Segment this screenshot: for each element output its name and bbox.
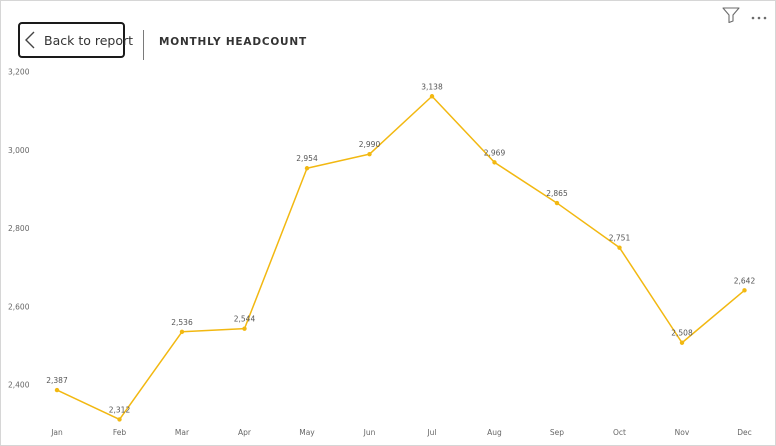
x-tick-label: Nov	[675, 428, 690, 437]
x-tick-label: May	[299, 428, 315, 437]
y-tick-label: 2,400	[8, 381, 30, 390]
data-point	[179, 329, 185, 334]
data-label: 2,544	[234, 315, 256, 324]
x-tick-label: Feb	[113, 428, 127, 437]
page-title: MONTHLY HEADCOUNT	[159, 36, 307, 48]
data-label: 2,990	[359, 140, 381, 149]
data-point	[492, 160, 497, 165]
data-label: 2,312	[109, 405, 131, 414]
x-tick-label: Jul	[426, 428, 436, 437]
y-tick-label: 2,600	[8, 302, 30, 311]
series-line	[56, 95, 745, 421]
data-point	[367, 151, 372, 157]
back-to-report-label: Back to report	[44, 32, 134, 48]
filter-icon[interactable]	[722, 7, 740, 24]
x-tick-label: Oct	[613, 428, 626, 437]
x-tick-label: Jun	[363, 428, 376, 437]
data-point	[54, 387, 60, 393]
x-tick-label: Apr	[238, 428, 252, 437]
x-tick-label: Dec	[737, 428, 752, 437]
more-options-icon[interactable]	[750, 8, 768, 20]
x-tick-label: Sep	[550, 428, 564, 437]
data-label: 2,954	[296, 154, 318, 163]
data-label: 3,138	[421, 82, 443, 91]
data-label: 2,642	[734, 276, 756, 285]
data-point	[242, 326, 247, 331]
y-tick-label: 2,800	[8, 224, 30, 233]
data-label: 2,536	[171, 318, 193, 327]
data-point	[617, 245, 622, 250]
x-tick-label: Jan	[50, 428, 63, 437]
data-point	[679, 340, 685, 345]
data-label: 2,387	[46, 376, 68, 385]
data-label: 2,508	[671, 329, 693, 338]
x-tick-label: Aug	[487, 428, 502, 437]
chevron-left-icon	[24, 30, 36, 50]
data-point	[742, 288, 747, 293]
header-divider	[143, 30, 144, 60]
back-to-report-button[interactable]: Back to report	[18, 22, 133, 58]
y-tick-label: 3,000	[8, 146, 30, 155]
data-label: 2,865	[546, 189, 568, 198]
y-tick-label: 3,200	[8, 68, 30, 77]
data-label: 2,751	[609, 234, 631, 243]
data-point	[554, 200, 560, 206]
data-point	[429, 94, 435, 99]
data-label: 2,969	[484, 148, 506, 157]
data-point	[117, 417, 122, 422]
data-point	[304, 166, 310, 171]
x-tick-label: Mar	[175, 428, 190, 437]
